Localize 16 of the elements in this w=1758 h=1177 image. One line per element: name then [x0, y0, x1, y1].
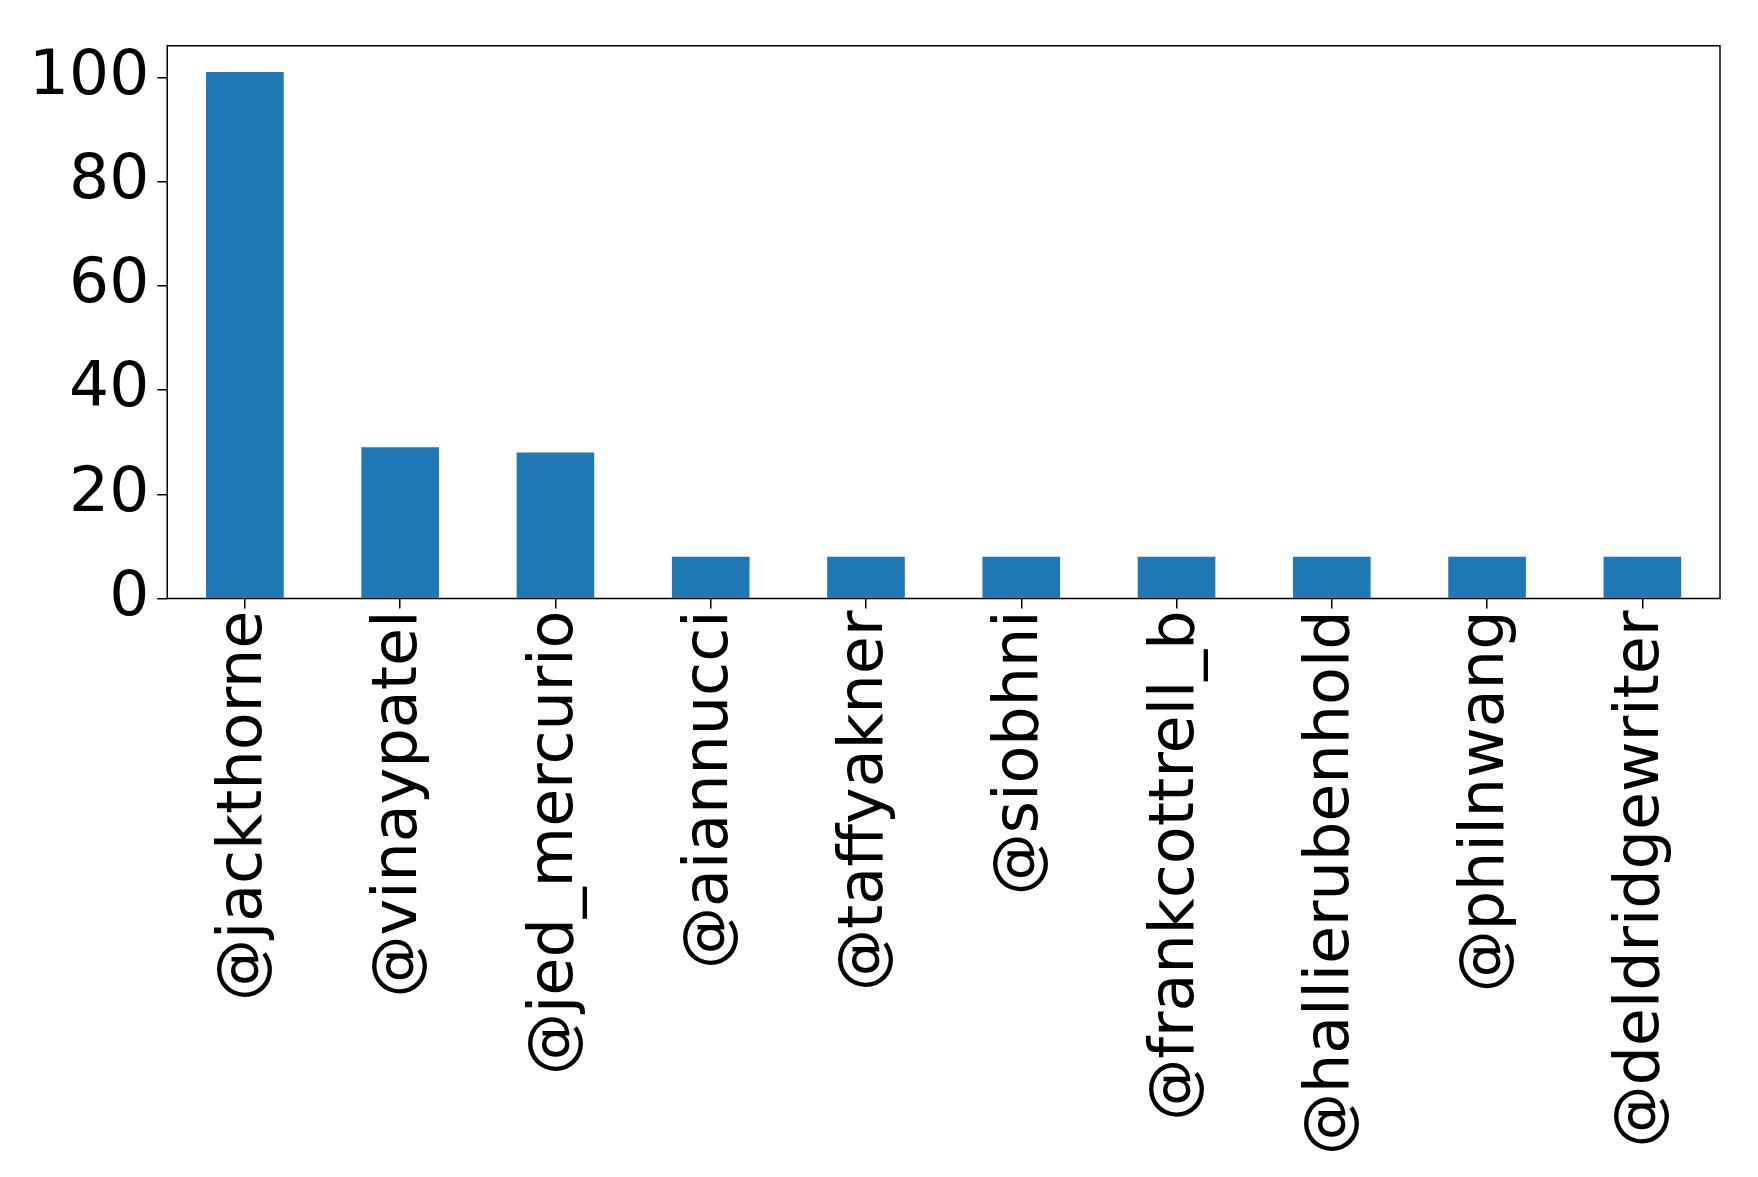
y-tick-label: 100: [29, 35, 150, 109]
y-tick-label: 80: [69, 139, 150, 213]
y-tick-label: 40: [69, 348, 150, 422]
x-tick-label: @siobhni: [979, 610, 1053, 896]
x-tick-label: @taffyakner: [824, 610, 898, 992]
y-tick-label: 20: [69, 452, 150, 526]
x-tick-label: @frankcottrell_b: [1134, 610, 1208, 1121]
x-tick-label: @aiannucci: [668, 610, 742, 969]
y-tick-label: 0: [109, 556, 150, 630]
x-tick-label: @hallierubenhold: [1289, 610, 1363, 1155]
x-tick-label: @jed_mercurio: [513, 610, 587, 1075]
x-tick-label: @philnwang: [1445, 610, 1519, 993]
x-tick-label: @vinaypatel: [358, 610, 432, 998]
x-tick-label: @jackthorne: [202, 610, 276, 1002]
y-tick-label: 60: [69, 244, 150, 318]
x-tick-label: @deldridgewriter: [1600, 610, 1674, 1148]
